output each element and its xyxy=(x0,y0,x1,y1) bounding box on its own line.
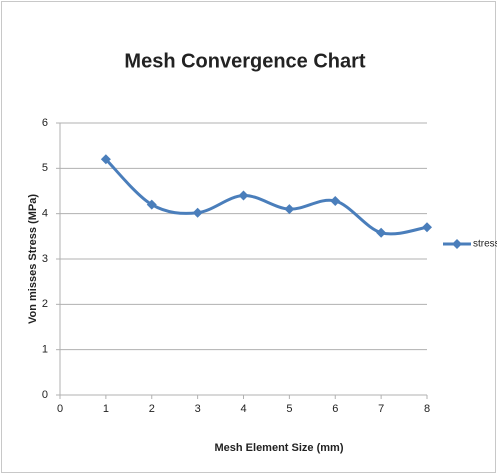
chart-title: Mesh Convergence Chart xyxy=(124,50,366,72)
marker xyxy=(192,207,203,218)
marker xyxy=(146,199,157,210)
marker xyxy=(330,195,341,206)
x-tick-label: 2 xyxy=(149,403,155,415)
y-tick-label: 4 xyxy=(42,208,48,220)
x-tick-label: 1 xyxy=(103,403,109,415)
y-axis-label: Von misses Stress (MPa) xyxy=(27,194,39,324)
x-tick-label: 4 xyxy=(240,403,246,415)
legend-label: stress xyxy=(473,239,497,250)
x-tick-label: 6 xyxy=(332,403,338,415)
x-tick-label: 5 xyxy=(286,403,292,415)
marker xyxy=(422,222,432,233)
legend-marker xyxy=(452,239,462,249)
x-axis-label: Mesh Element Size (mm) xyxy=(215,442,344,454)
y-tick-label: 6 xyxy=(42,117,48,129)
marker xyxy=(238,190,249,201)
marker xyxy=(284,204,295,215)
y-tick-label: 0 xyxy=(42,389,48,401)
x-tick-label: 0 xyxy=(57,403,63,415)
y-tick-label: 5 xyxy=(42,162,48,174)
x-tick-label: 8 xyxy=(424,403,430,415)
y-tick-label: 3 xyxy=(42,253,48,265)
y-tick-label: 1 xyxy=(42,344,48,356)
marker xyxy=(100,154,111,165)
y-tick-label: 2 xyxy=(42,298,48,310)
x-tick-label: 7 xyxy=(378,403,384,415)
x-tick-label: 3 xyxy=(195,403,201,415)
marker xyxy=(376,227,387,238)
